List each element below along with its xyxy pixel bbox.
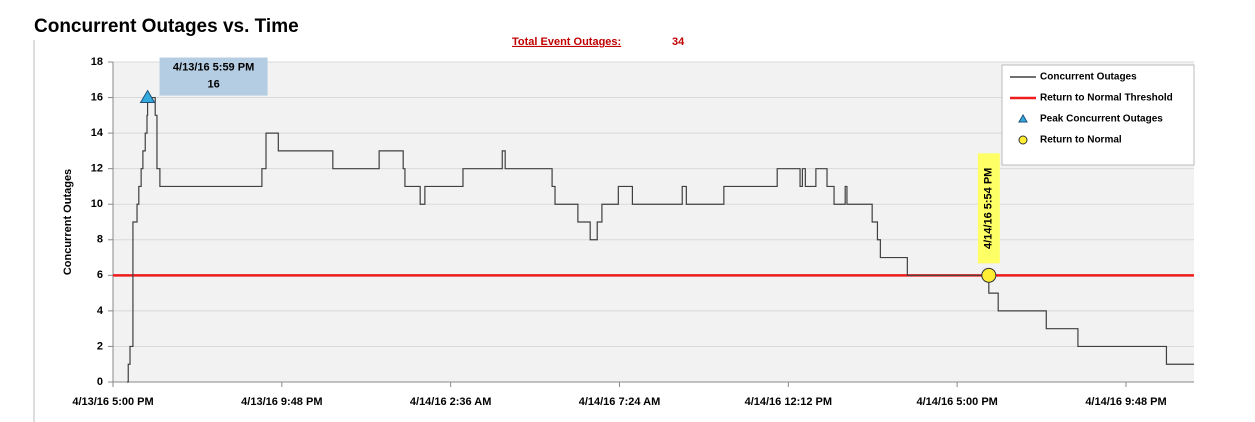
x-tick-label: 4/14/16 5:00 PM	[916, 396, 997, 408]
total-label: Total Event Outages:	[512, 36, 621, 48]
return-label: 4/14/16 5:54 PM	[983, 168, 995, 249]
legend-label: Peak Concurrent Outages	[1040, 114, 1163, 125]
x-tick-label: 4/14/16 12:12 PM	[745, 396, 832, 408]
return-marker	[981, 267, 997, 283]
legend-box	[1001, 64, 1195, 166]
peak-marker	[139, 89, 156, 104]
return-label-box	[977, 153, 1000, 264]
chart-title: Concurrent Outages vs. Time	[34, 16, 299, 37]
y-tick-label: 8	[97, 234, 103, 246]
peak-label: 4/13/16 5:59 PM	[173, 61, 254, 73]
x-tick-label: 4/14/16 9:48 PM	[1085, 396, 1166, 408]
y-axis-label: Concurrent Outages	[62, 169, 74, 275]
y-tick-label: 16	[91, 91, 103, 103]
y-tick-label: 10	[91, 198, 103, 210]
y-tick-label: 6	[97, 269, 103, 281]
legend-label: Concurrent Outages	[1040, 72, 1137, 83]
legend-swatch	[1018, 135, 1028, 145]
peak-value-label: 16	[207, 78, 219, 90]
x-tick-label: 4/13/16 5:00 PM	[72, 396, 153, 408]
y-tick-label: 0	[97, 376, 103, 388]
y-tick-label: 4	[97, 305, 104, 317]
y-tick-label: 14	[91, 127, 104, 139]
legend-label: Return to Normal	[1040, 135, 1122, 146]
peak-label-box	[159, 57, 268, 96]
x-tick-label: 4/14/16 2:36 AM	[410, 396, 492, 408]
y-tick-label: 2	[97, 340, 103, 352]
legend-swatch	[1018, 113, 1028, 123]
y-tick-label: 18	[91, 56, 103, 68]
legend-label: Return to Normal Threshold	[1040, 93, 1173, 104]
step-line	[127, 96, 1194, 383]
total-value: 34	[672, 36, 685, 48]
y-tick-label: 12	[91, 163, 103, 175]
x-tick-label: 4/14/16 7:24 AM	[579, 396, 661, 408]
x-tick-label: 4/13/16 9:48 PM	[241, 396, 322, 408]
